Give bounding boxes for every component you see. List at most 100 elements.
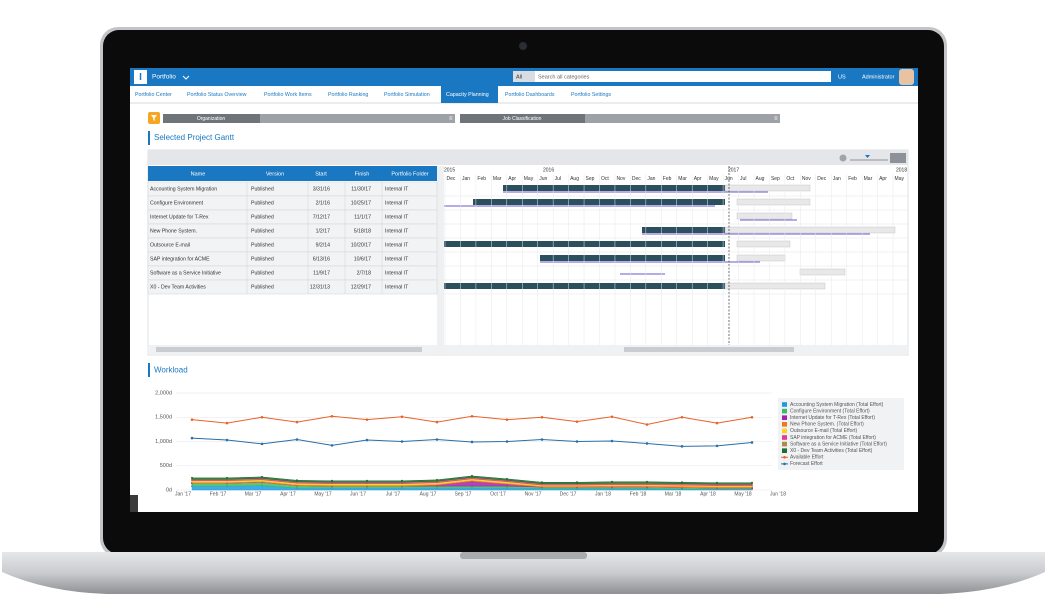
app-caret[interactable] xyxy=(182,75,190,80)
filter-label[interactable]: Organization xyxy=(197,116,226,122)
legend-swatch xyxy=(782,428,787,434)
tab[interactable]: Portfolio Center xyxy=(135,92,172,98)
line-point xyxy=(750,441,754,444)
gantt-bar[interactable] xyxy=(799,268,846,276)
gantt-bar[interactable] xyxy=(444,283,725,289)
locale[interactable]: US xyxy=(838,74,846,80)
search-scope-box[interactable] xyxy=(513,71,535,82)
legend-entry[interactable]: Available Effort xyxy=(790,455,824,461)
year-label: 2018 xyxy=(896,167,907,173)
column-header[interactable]: Name xyxy=(191,171,206,177)
zoom-out[interactable] xyxy=(839,154,847,162)
table-cell: Published xyxy=(251,214,274,220)
line-point xyxy=(470,414,474,418)
legend-swatch xyxy=(782,435,787,440)
column-header[interactable]: Portfolio Folder xyxy=(391,171,428,177)
gantt-bar[interactable] xyxy=(724,184,811,192)
table-cell: Internal IT xyxy=(385,270,409,276)
tab[interactable]: Capacity Planning xyxy=(446,92,489,98)
gantt-bar[interactable] xyxy=(736,198,811,206)
legend-entry[interactable]: Software as a Service Initiative (Total … xyxy=(790,441,887,447)
table-cell: Internal IT xyxy=(385,256,409,262)
table-row[interactable] xyxy=(147,279,438,295)
month-label: Apr xyxy=(879,176,887,182)
month-label: Jun xyxy=(539,176,547,182)
line-point xyxy=(295,420,299,424)
gantt-bar[interactable] xyxy=(642,227,725,233)
filter-label[interactable]: Job Classification xyxy=(503,116,542,122)
table-cell: 10/20/17 xyxy=(351,242,371,248)
x-tick-label: Feb '18 xyxy=(630,491,647,497)
table-cell: Published xyxy=(251,284,274,290)
scroll-thumb[interactable] xyxy=(156,347,422,352)
logo[interactable] xyxy=(134,70,147,84)
area-point xyxy=(751,481,753,484)
month-label: Feb xyxy=(663,176,672,182)
year-label: 2017 xyxy=(728,167,739,173)
legend-swatch xyxy=(782,402,787,407)
zoom-thumb[interactable] xyxy=(865,155,870,158)
legend-entry[interactable]: Outsource E-mail (Total Effort) xyxy=(790,428,857,434)
table-cell: 11/1/17 xyxy=(354,214,371,220)
line-point xyxy=(610,415,614,419)
table-cell: Internal IT xyxy=(385,284,409,290)
gantt-bar[interactable] xyxy=(503,185,725,191)
tab[interactable]: Portfolio Simulation xyxy=(384,92,430,98)
month-label: Oct xyxy=(786,176,794,182)
year-label: 2015 xyxy=(444,167,455,173)
funnel xyxy=(151,115,157,121)
legend-entry[interactable]: SAP integration for ACME (Total Effort) xyxy=(790,435,876,441)
avatar[interactable] xyxy=(899,69,914,85)
legend-box xyxy=(778,398,904,470)
column-header[interactable]: Version xyxy=(266,171,284,177)
legend-entry[interactable]: Forecast Effort xyxy=(790,461,823,467)
month-label: Mar xyxy=(493,176,502,182)
legend-entry[interactable]: Accounting System Migration (Total Effor… xyxy=(790,402,884,408)
column-header[interactable]: Start xyxy=(315,171,327,177)
gantt-bar[interactable] xyxy=(736,240,791,248)
tab[interactable]: Portfolio Settings xyxy=(571,92,611,98)
table-cell: 6/13/16 xyxy=(313,256,330,262)
gantt-bar[interactable] xyxy=(540,255,725,261)
table-cell: 5/18/18 xyxy=(354,228,371,234)
area-point xyxy=(436,478,438,481)
legend-entry[interactable]: Internet Update for T-Rex (Total Effort) xyxy=(790,415,875,421)
table-cell: 10/6/17 xyxy=(354,256,371,262)
x-tick-label: Apr '18 xyxy=(700,491,716,497)
tab[interactable]: Portfolio Status Overview xyxy=(187,92,247,98)
gantt-bar[interactable] xyxy=(473,199,725,205)
legend-entry[interactable]: Configure Environment (Total Effort) xyxy=(790,408,870,414)
gantt-bar[interactable] xyxy=(736,212,793,220)
tab[interactable]: Portfolio Dashboards xyxy=(505,92,555,98)
user-name[interactable]: Administrator xyxy=(862,74,895,80)
column-header[interactable]: Finish xyxy=(355,171,370,177)
gantt-bar[interactable] xyxy=(736,254,786,262)
table-cell: Internal IT xyxy=(385,228,409,234)
search-scope[interactable]: All xyxy=(516,74,522,80)
legend-entry[interactable]: New Phone System. (Total Effort) xyxy=(790,422,864,428)
tab[interactable]: Portfolio Work Items xyxy=(264,92,312,98)
gantt-bar[interactable] xyxy=(724,282,826,290)
splitter[interactable] xyxy=(437,166,444,355)
gantt-bar[interactable] xyxy=(444,241,725,247)
x-tick-label: Apr '17 xyxy=(280,491,296,497)
search-input[interactable] xyxy=(535,71,831,82)
legend-entry[interactable]: X0 - Dev Team Activities (Total Effort) xyxy=(790,448,873,454)
x-tick-label: Mar '18 xyxy=(665,491,682,497)
gantt-bar[interactable] xyxy=(724,226,896,234)
line-point xyxy=(330,414,334,418)
menu-icon: ≡ xyxy=(774,116,778,122)
line-point xyxy=(610,439,614,443)
filter-bar[interactable] xyxy=(460,114,780,123)
settings-button[interactable] xyxy=(890,153,906,163)
app-name[interactable]: Portfolio xyxy=(152,74,176,81)
scroll-thumb[interactable] xyxy=(624,347,794,352)
side-toggle[interactable] xyxy=(130,495,138,512)
search-placeholder[interactable]: Search all categories xyxy=(538,74,590,80)
filter-bar[interactable] xyxy=(163,114,455,123)
tab[interactable]: Portfolio Ranking xyxy=(328,92,368,98)
line-point xyxy=(715,444,719,448)
table-header xyxy=(148,166,437,181)
table-cell: Software as a Service Initiative xyxy=(150,270,221,276)
